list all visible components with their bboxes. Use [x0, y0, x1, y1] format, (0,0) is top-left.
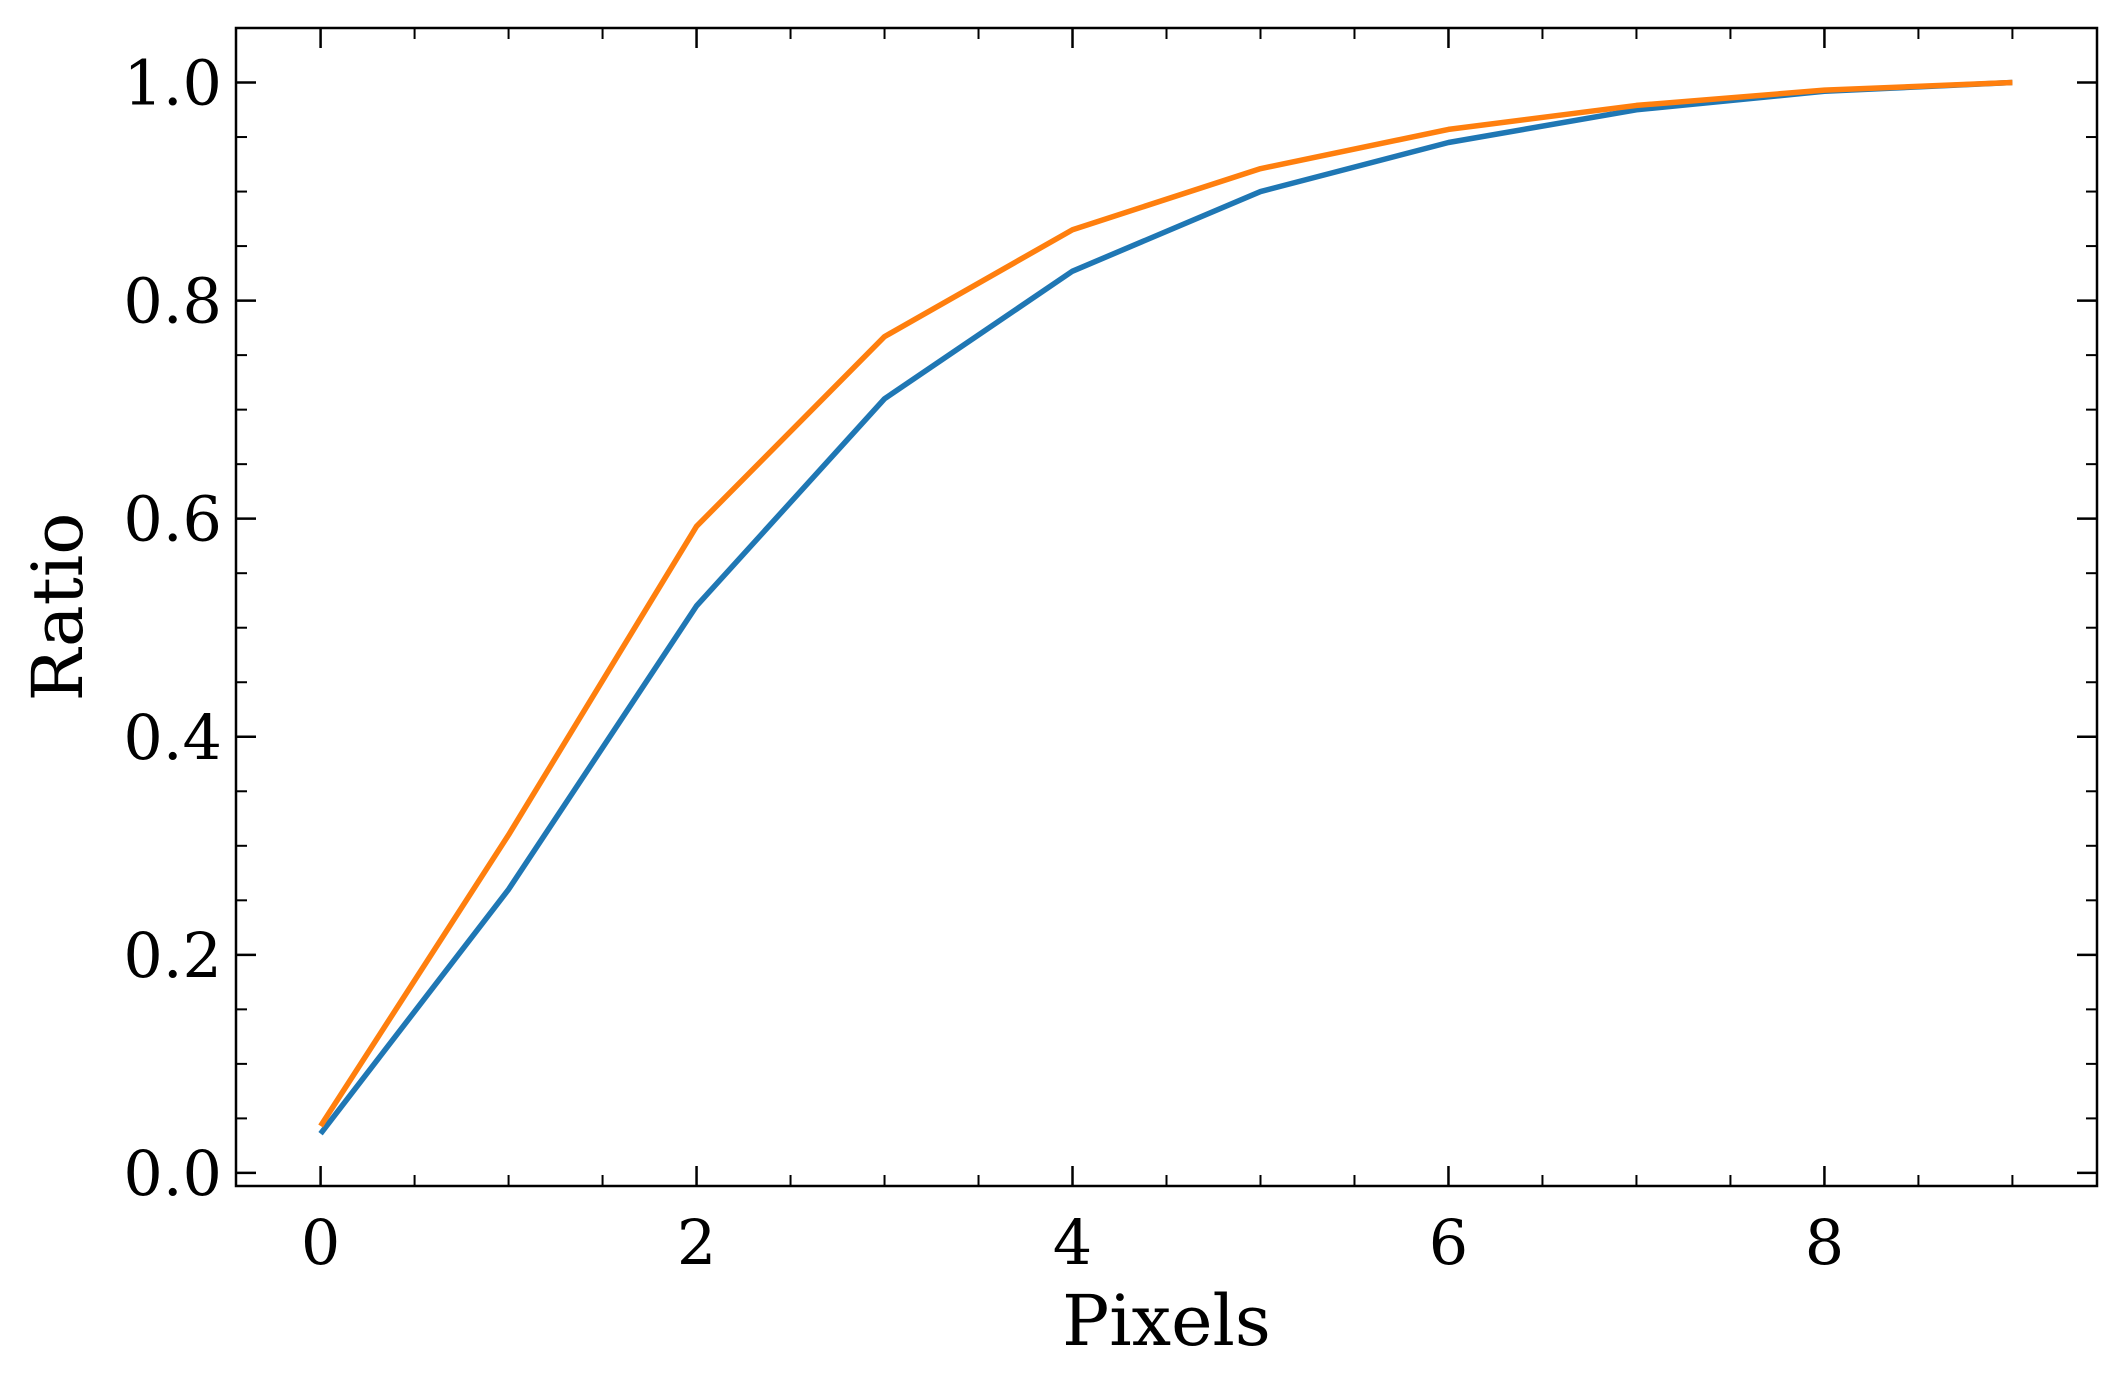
- y-tick-label: 1.0: [123, 47, 222, 120]
- x-tick-label: 4: [1053, 1206, 1092, 1279]
- x-tick-label: 8: [1805, 1206, 1844, 1279]
- y-tick-label: 0.0: [123, 1137, 222, 1210]
- x-tick-label: 0: [301, 1206, 340, 1279]
- y-tick-label: 0.4: [123, 701, 222, 774]
- x-tick-label: 2: [677, 1206, 716, 1279]
- x-axis-label: Pixels: [1062, 1280, 1271, 1362]
- y-tick-label: 0.8: [123, 265, 222, 338]
- series-line-1: [318, 79, 2013, 1136]
- ticks-layer: [236, 27, 2097, 1186]
- y-axis-label: Ratio: [17, 513, 99, 702]
- series-line-2: [318, 79, 2013, 1128]
- x-tick-label: 6: [1429, 1206, 1468, 1279]
- y-tick-label: 0.6: [123, 483, 222, 556]
- tick-labels-layer: 0 2 4 6 8 0.0 0.2 0.4 0.6 0.8 1.0: [123, 47, 1844, 1279]
- y-tick-label: 0.2: [123, 919, 222, 992]
- series-layer: [318, 79, 2013, 1136]
